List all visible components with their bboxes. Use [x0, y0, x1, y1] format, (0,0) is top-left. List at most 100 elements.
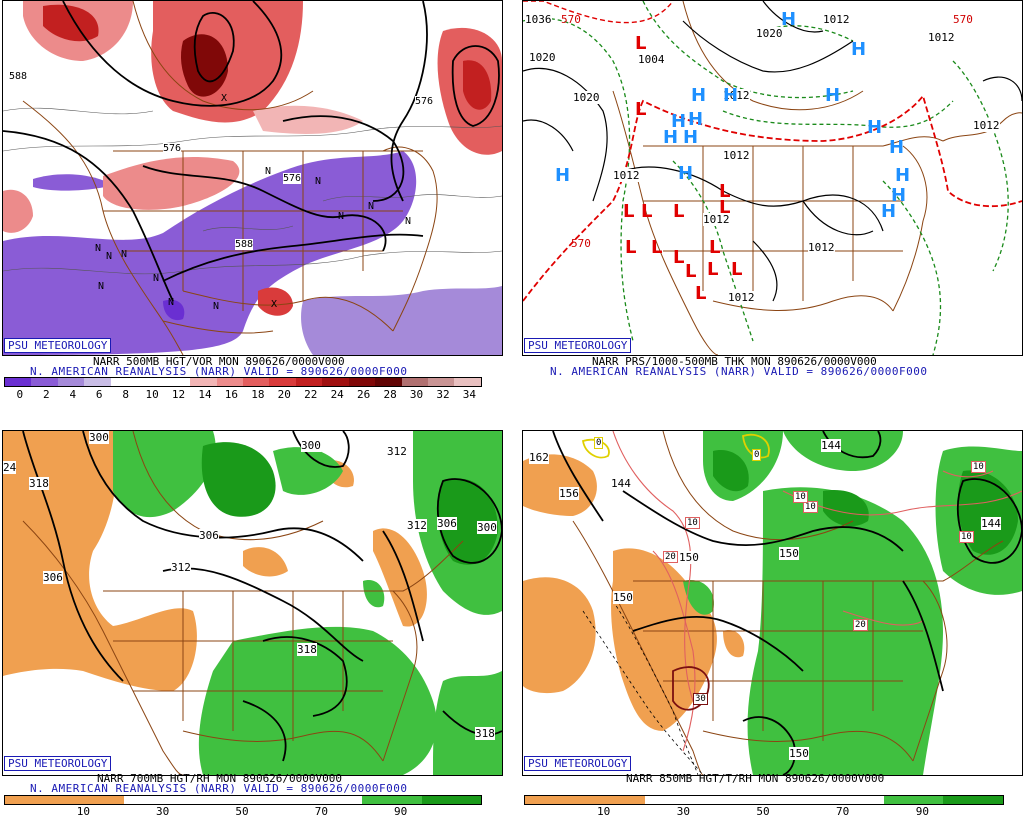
vort-max-marker: X	[221, 93, 228, 104]
contour-label: 1004	[638, 53, 665, 66]
contour-label: 1012	[723, 89, 750, 102]
vort-min-marker: N	[106, 251, 113, 262]
low-marker: L	[707, 259, 719, 280]
dry-region	[523, 454, 597, 516]
pos-vort-region	[3, 189, 33, 233]
map-frame: 1036 1020 1020 1004 1012 1020 1012 1012 …	[522, 0, 1023, 356]
psu-meteorology-logo: PSU METEOROLOGY	[4, 756, 112, 771]
contour-label: 312	[387, 445, 407, 458]
rh700-map	[3, 431, 502, 775]
colorbar-tick-label: 30	[676, 805, 690, 818]
temp-label: 10	[685, 517, 700, 529]
panel-700mb-rh: 300 300 312 318 24 306 312 312 306 300 3…	[0, 410, 512, 819]
psu-meteorology-logo: PSU METEOROLOGY	[524, 756, 632, 771]
contour-label: 1012	[928, 31, 955, 44]
contour-label: 1020	[756, 27, 783, 40]
temp-label: 30	[693, 693, 708, 705]
contour-label: 156	[559, 487, 579, 500]
contour-label: 318	[475, 727, 495, 740]
vort-min-marker: N	[213, 301, 220, 312]
contour-label: 1036	[525, 13, 552, 26]
neg-vort-region	[33, 174, 113, 191]
colorbar-swatch	[764, 796, 824, 804]
contour-label: 576	[283, 173, 302, 184]
colorbar-swatch	[57, 378, 85, 386]
colorbar-swatch	[428, 378, 455, 386]
contour-label: 1012	[808, 241, 835, 254]
contour-label: 318	[297, 643, 317, 656]
high-marker: H	[851, 39, 867, 60]
low-marker: L	[673, 201, 685, 222]
neg-vort-region	[163, 299, 185, 321]
neg-vort-region	[3, 151, 417, 355]
product-caption: NARR 500MB HGT/VOR MON 890626/0000V000	[93, 355, 345, 368]
colorbar-swatch	[295, 378, 323, 386]
contour-label: 1012	[723, 149, 750, 162]
high-marker: H	[688, 109, 704, 130]
colorbar-swatch	[704, 796, 764, 804]
contour-label: 306	[43, 571, 63, 584]
colorbar-tick-label: 24	[330, 388, 344, 401]
colorbar-swatch	[375, 378, 402, 386]
colorbar-tick-label: 8	[122, 388, 129, 401]
colorbar-swatch	[163, 378, 191, 386]
low-marker: L	[709, 237, 721, 258]
rh-colorbar-ticks: 10 30 50 70 90	[4, 806, 480, 818]
high-marker: H	[671, 111, 687, 132]
map-frame: 162 156 144 144 150 150 150 144 150 0 0 …	[522, 430, 1023, 776]
colorbar-tick-label: 22	[304, 388, 318, 401]
rh-colorbar	[4, 795, 482, 805]
high-marker: H	[678, 163, 694, 184]
colorbar-tick-label: 10	[597, 805, 611, 818]
colorbar-swatch	[348, 378, 376, 386]
colorbar-swatch	[322, 378, 349, 386]
contour-label: 150	[779, 547, 799, 560]
colorbar-tick-label: 30	[156, 805, 170, 818]
moist-region	[783, 431, 903, 471]
colorbar-swatch	[454, 378, 481, 386]
colorbar-swatch	[110, 378, 138, 386]
contour-label: 1020	[573, 91, 600, 104]
low-marker: L	[695, 283, 707, 304]
high-marker: H	[691, 85, 707, 106]
vort-min-marker: N	[153, 273, 160, 284]
moist-region	[198, 626, 437, 775]
thickness-570-contour	[523, 94, 1022, 302]
product-caption: NARR 850MB HGT/T/RH MON 890626/0000V000	[626, 772, 885, 785]
low-marker: L	[625, 237, 637, 258]
colorbar-tick-label: 70	[314, 805, 328, 818]
dry-region	[723, 630, 745, 658]
colorbar-swatch	[5, 378, 32, 386]
contour-label: 576	[415, 96, 434, 107]
colorbar-tick-label: 14	[198, 388, 212, 401]
colorbar-swatch	[183, 796, 243, 804]
pressure-map	[523, 1, 1022, 355]
moist-region	[273, 447, 343, 495]
high-marker: H	[663, 127, 679, 148]
panel-850mb-temp-rh: 162 156 144 144 150 150 150 144 150 0 0 …	[512, 410, 1024, 819]
contour-label: 162	[529, 451, 549, 464]
contour-label: 1012	[613, 169, 640, 182]
vort-min-marker: N	[98, 281, 105, 292]
colorbar-swatch	[216, 378, 243, 386]
panel-mslp-thickness: 1036 1020 1020 1004 1012 1020 1012 1012 …	[512, 0, 1024, 410]
colorbar-tick-label: 10	[145, 388, 159, 401]
map-frame: 588 576 576 576 588 N N N N N N N N N N …	[2, 0, 503, 356]
colorbar-tick-label: 20	[277, 388, 291, 401]
temp-label: 20	[853, 619, 868, 631]
high-marker: H	[555, 165, 571, 186]
contour-label: 150	[679, 551, 699, 564]
vorticity-colorbar	[4, 377, 482, 387]
contour-label: 1012	[823, 13, 850, 26]
colorbar-swatch	[124, 796, 184, 804]
dry-region	[3, 431, 197, 691]
low-marker: L	[685, 261, 697, 282]
contour-label: 588	[9, 71, 28, 82]
dry-region	[243, 547, 288, 577]
moist-region	[433, 671, 502, 775]
colorbar-swatch	[243, 796, 303, 804]
vort-min-marker: N	[315, 176, 322, 187]
colorbar-tick-label: 2	[42, 388, 50, 401]
colorbar-tick-label: 16	[224, 388, 239, 401]
colorbar-swatch	[137, 378, 164, 386]
